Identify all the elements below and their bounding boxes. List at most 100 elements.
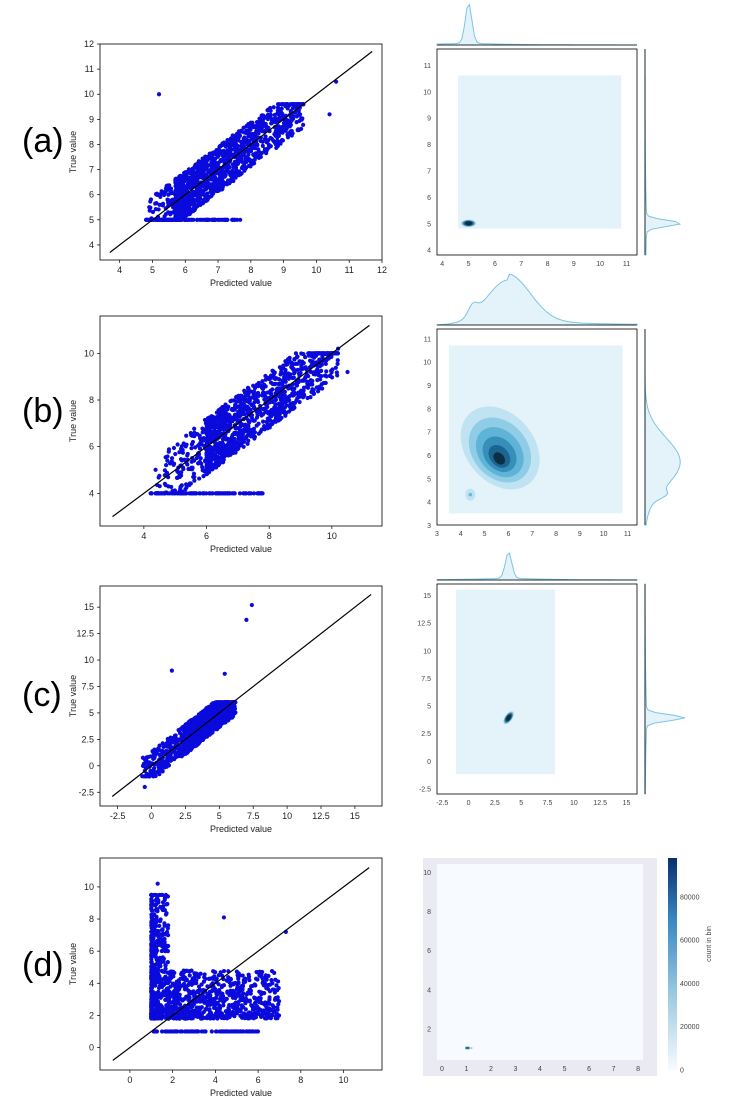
scatter-point: [291, 362, 296, 367]
x-tick-label: -2.5: [110, 811, 126, 821]
scatter-point: [257, 491, 263, 496]
scatter-point: [263, 373, 268, 379]
x-tick-label: 10: [600, 531, 608, 538]
scatter-point: [235, 417, 240, 423]
scatter-point: [218, 420, 224, 425]
scatter-point: [144, 217, 149, 222]
scatter-point: [228, 443, 234, 448]
scatter-point: [184, 171, 190, 176]
y-tick-label: 2: [89, 1010, 94, 1020]
x-tick-label: 8: [267, 531, 272, 541]
scatter-point: [252, 395, 257, 400]
scatter-point: [144, 758, 149, 763]
scatter-point: [191, 173, 196, 178]
scatter-point: [156, 217, 161, 222]
scatter-point: [286, 131, 291, 136]
scatter-point: [276, 131, 282, 136]
scatter-point: [222, 421, 228, 426]
scatter-point: [231, 398, 237, 403]
scatter-point: [179, 470, 184, 475]
scatter-point: [221, 457, 226, 462]
scatter-point: [252, 385, 258, 391]
scatter-point: [180, 450, 185, 455]
scatter-point: [177, 194, 182, 199]
scatter-point: [275, 141, 280, 146]
scatter-point: [208, 456, 213, 462]
scatter-point: [162, 468, 168, 473]
scatter-point: [306, 351, 312, 356]
scatter-point: [221, 412, 226, 417]
scatter-point: [213, 970, 218, 975]
x-tick-label: 5: [483, 531, 487, 538]
marginal-y-density: [644, 583, 686, 795]
scatter-point: [179, 458, 185, 463]
scatter-point: [236, 444, 241, 449]
x-tick-label: 6: [506, 531, 510, 538]
scatter-point: [165, 736, 170, 742]
scatter-point: [239, 421, 244, 427]
scatter-point: [312, 363, 317, 368]
scatter-point: [163, 455, 168, 460]
scatter-point: [209, 173, 214, 178]
scatter-point: [229, 407, 235, 412]
marginal-x-curve: [436, 552, 638, 581]
scatter-point: [150, 209, 156, 215]
x-tick-label: 4: [459, 531, 463, 538]
scatter-point: [294, 355, 299, 360]
x-axis-label: Predicted value: [210, 824, 272, 834]
scatter-point: [173, 189, 179, 194]
scatter-point: [150, 771, 156, 776]
scatter-point: [257, 116, 262, 121]
scatter-point: [210, 720, 216, 726]
scatter-point: [274, 145, 279, 151]
scatter-point: [178, 446, 184, 451]
scatter-point: [251, 392, 256, 397]
x-tick-label: 8: [546, 261, 550, 268]
scatter-point: [196, 198, 201, 204]
x-tick-label: 4: [440, 261, 444, 268]
x-tick-label: 7: [530, 531, 534, 538]
scatter-point: [233, 174, 238, 179]
scatter-point: [291, 116, 296, 121]
scatter-point: [313, 351, 318, 356]
scatter-point: [230, 217, 235, 222]
scatter-point: [233, 150, 239, 155]
scatter-point: [276, 999, 282, 1004]
scatter-point: [272, 409, 277, 415]
scatter-point: [175, 213, 180, 218]
scatter-point: [324, 374, 329, 379]
x-tick-label: 7.5: [543, 800, 553, 807]
scatter-point: [216, 429, 221, 434]
scatter-point: [279, 106, 284, 111]
scatter-point: [255, 398, 260, 403]
scatter-point: [212, 446, 217, 451]
scatter-point: [273, 402, 278, 407]
scatter-point: [252, 135, 257, 140]
scatter-point: [246, 129, 251, 134]
scatter-point: [153, 491, 158, 496]
scatter-point: [208, 463, 214, 468]
plot-frame: [99, 43, 383, 261]
scatter-point: [148, 199, 153, 204]
scatter-point: [218, 491, 224, 496]
y-tick-label: 6: [427, 195, 431, 202]
scatter-point-outlier: [249, 602, 254, 608]
scatter-point: [185, 462, 190, 467]
y-tick-label: 4: [427, 248, 431, 255]
scatter-point: [280, 378, 285, 383]
scatter-point: [252, 157, 257, 162]
scatter-point: [220, 437, 226, 442]
scatter-point: [180, 465, 186, 470]
x-tick-label: 7: [519, 261, 523, 268]
scatter-point: [239, 143, 244, 148]
y-tick-label: 11: [424, 336, 431, 343]
y-tick-label: 12.5: [417, 621, 431, 628]
y-tick-label: 5: [427, 476, 431, 483]
scatter-point: [263, 134, 268, 139]
kde-density-region: [455, 589, 555, 775]
scatter-point: [252, 161, 257, 166]
scatter-point: [230, 168, 235, 173]
scatter-point: [279, 110, 284, 115]
